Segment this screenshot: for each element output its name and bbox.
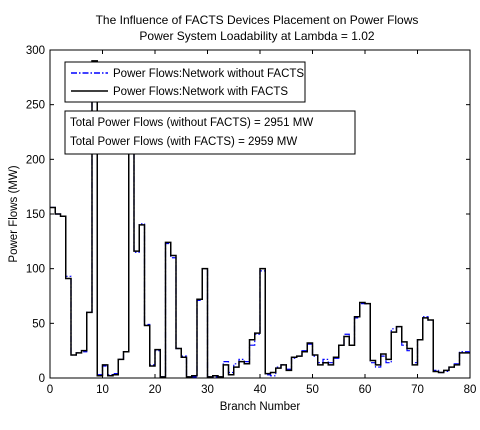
y-tick-label: 0 <box>39 373 45 385</box>
x-axis-label: Branch Number <box>220 401 301 413</box>
x-tick-label: 10 <box>96 384 109 396</box>
annotation-without-facts: Total Power Flows (without FACTS) = 2951… <box>70 117 313 129</box>
totals-annotation: Total Power Flows (without FACTS) = 2951… <box>64 110 356 155</box>
x-tick-label: 60 <box>359 384 372 396</box>
annotation-box <box>64 110 356 155</box>
chart-subtitle: Power System Loadability at Lambda = 1.0… <box>139 29 374 43</box>
x-tick-label: 40 <box>254 384 267 396</box>
y-tick-label: 250 <box>26 100 45 112</box>
series-line-with-facts <box>50 60 470 378</box>
y-tick-label: 150 <box>26 209 45 221</box>
legend-label-without-facts: Power Flows:Network without FACTS <box>113 68 304 80</box>
y-tick-label: 200 <box>26 154 45 166</box>
y-tick-label: 50 <box>32 318 45 330</box>
y-tick-label: 300 <box>26 45 45 57</box>
legend: Power Flows:Network without FACTS Power … <box>64 61 306 103</box>
x-tick-label: 20 <box>149 384 162 396</box>
y-axis-label: Power Flows (MW) <box>8 165 20 262</box>
chart-title: The Influence of FACTS Devices Placement… <box>96 13 419 27</box>
y-tick-label: 100 <box>26 264 45 276</box>
annotation-with-facts: Total Power Flows (with FACTS) = 2959 MW <box>70 136 297 148</box>
x-tick-label: 70 <box>411 384 424 396</box>
legend-label-with-facts: Power Flows:Network with FACTS <box>113 86 288 98</box>
x-tick-label: 30 <box>201 384 214 396</box>
legend-box <box>64 61 306 103</box>
axis-ticks: 0 10 20 30 40 50 60 70 80 0 50 100 150 200 250 300 <box>26 45 477 396</box>
x-tick-label: 0 <box>47 384 53 396</box>
x-tick-label: 80 <box>464 384 477 396</box>
series-layer <box>50 60 470 378</box>
x-tick-label: 50 <box>306 384 319 396</box>
